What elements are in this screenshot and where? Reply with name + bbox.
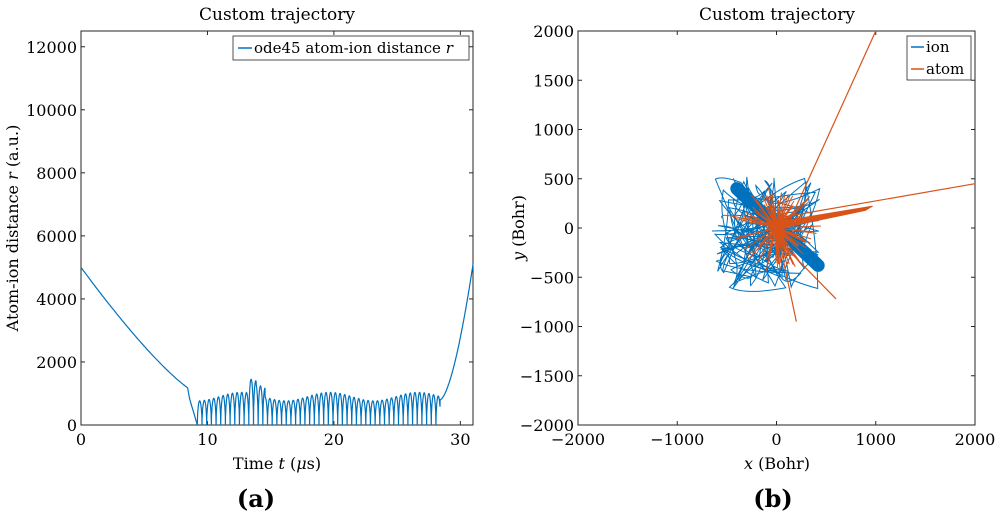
chart-b-y-tick-label: 1000: [533, 121, 574, 140]
chart-b-y-tick-label: 1500: [533, 71, 574, 90]
chart-a-plot-area: [80, 30, 474, 426]
series-atom-fan: [777, 206, 872, 224]
chart-b-y-label: y (Bohr): [509, 195, 528, 262]
chart-a-x-tick-label: 0: [76, 430, 86, 449]
chart-b-axes: −2000 −1000 0 1000 2000 −2000 −1500 −1000 −500 0 5…: [520, 22, 995, 449]
chart-b-x-tick-label: −1000: [650, 430, 704, 449]
chart-a-legend: ode45 atom-ion distance r: [232, 35, 470, 61]
legend-label-ion: ion: [926, 38, 950, 56]
chart-b-legend: ion atom: [906, 35, 972, 81]
series-distance-line: [80, 264, 474, 426]
chart-a-y-tick-label: 12000: [26, 38, 77, 57]
chart-a-y-tick-label: 0: [67, 416, 77, 435]
chart-b-series: [711, 30, 976, 322]
chart-a-x-label: Time t (μs): [233, 454, 321, 473]
chart-b: Custom trajectory −2000 −1000 0 1000 2000−20…: [509, 5, 995, 513]
series-atom-escape: [771, 232, 837, 300]
chart-a-x-tick-label: 30: [450, 430, 470, 449]
chart-b-y-tick-label: −1000: [520, 318, 574, 337]
chart-b-title: Custom trajectory: [699, 5, 855, 25]
series-atom-escape: [775, 227, 797, 322]
series-atom-escape: [785, 30, 877, 229]
chart-b-y-tick-label: 0: [564, 219, 574, 238]
series-atom-fan: [775, 207, 870, 226]
chart-b-x-tick-label: 0: [771, 430, 781, 449]
legend-label-atom: atom: [926, 60, 964, 78]
series-atom-line: [721, 187, 821, 272]
chart-b-y-tick-label: −1500: [520, 367, 574, 386]
chart-a-y-label: Atom-ion distance r (a.u.): [3, 125, 22, 333]
chart-a-y-tick-label: 4000: [36, 290, 77, 309]
series-atom-fan: [778, 205, 873, 223]
series-atom-fan: [776, 206, 871, 225]
chart-a-y-tick-label: 2000: [36, 353, 77, 372]
chart-a: Custom trajectory 0 10 20 30 0 2000 4000 6000 80…: [3, 5, 474, 513]
chart-b-y-tick-label: 500: [543, 170, 574, 189]
series-atom-escape: [776, 183, 976, 219]
chart-b-x-tick-label: 2000: [955, 430, 996, 449]
chart-a-x-tick-label: 10: [197, 430, 217, 449]
chart-a-y-tick-label: 6000: [36, 227, 77, 246]
chart-b-y-tick-label: −2000: [520, 416, 574, 435]
panel-label-a: (a): [237, 484, 275, 513]
chart-b-x-tick-label: 1000: [855, 430, 896, 449]
chart-b-x-label: x (Bohr): [744, 454, 810, 473]
chart-a-x-tick-label: 20: [324, 430, 344, 449]
panel-label-b: (b): [753, 484, 793, 513]
legend-label-distance: ode45 atom-ion distance r: [254, 39, 454, 57]
chart-a-title: Custom trajectory: [199, 5, 355, 25]
chart-a-y-tick-label: 8000: [36, 164, 77, 183]
chart-a-axes: 0 10 20 30 0 2000 4000 6000 8000 10000 12000: [26, 31, 473, 449]
chart-b-y-tick-label: 2000: [533, 22, 574, 41]
chart-b-x-tick-label: −2000: [551, 430, 605, 449]
chart-b-y-tick-label: −500: [530, 268, 574, 287]
chart-a-y-tick-label: 10000: [26, 101, 77, 120]
chart-a-series: [80, 264, 474, 426]
